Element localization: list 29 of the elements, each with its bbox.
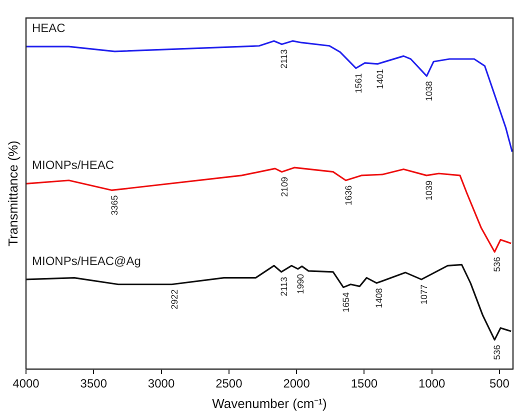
annotation: 2922	[169, 289, 180, 310]
x-tick-label: 3500	[80, 376, 108, 391]
annotation: 1408	[374, 288, 384, 308]
annotation: 1038	[424, 81, 434, 102]
annotation: 3365	[109, 195, 120, 216]
series-label: HEAC	[32, 20, 66, 35]
annotation: 1077	[418, 284, 429, 304]
x-tick-label: 2500	[216, 376, 243, 391]
series-label: MIONPs/HEAC	[32, 158, 114, 172]
annotation: 536	[492, 344, 502, 360]
annotation: 2109	[279, 176, 290, 197]
x-tick-label: 2000	[283, 376, 310, 391]
y-axis-title: Transmittance (%)	[6, 140, 21, 246]
annotation: 1561	[353, 73, 364, 94]
annotation: 1990	[295, 274, 306, 294]
annotation: 1401	[375, 68, 386, 89]
x-axis-title: Wavenumber (cm⁻¹)	[212, 396, 327, 411]
x-tick-label: 1000	[418, 376, 446, 391]
x-tick-label: 3000	[148, 376, 175, 391]
x-tick-label: 1500	[350, 376, 378, 391]
annotation: 2113	[278, 276, 289, 296]
annotation: 536	[492, 256, 502, 272]
series-label: MIONPs/HEAC@Ag	[32, 254, 141, 268]
x-tick-label: 500	[489, 376, 510, 391]
annotation: 2113	[278, 49, 289, 69]
annotation: 1039	[424, 180, 434, 200]
annotation: 1636	[343, 185, 354, 206]
x-tick-label: 4000	[12, 376, 40, 391]
annotation: 1654	[340, 292, 351, 312]
